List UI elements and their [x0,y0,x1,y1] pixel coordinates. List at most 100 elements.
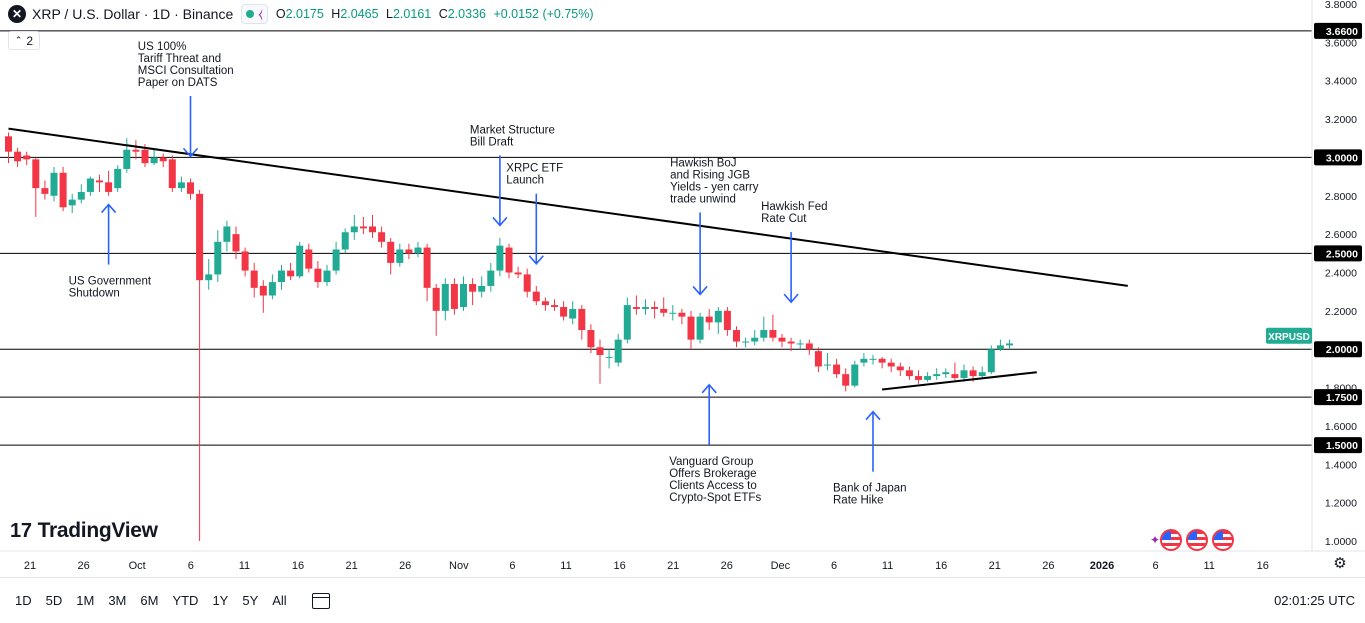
annotation-label: Bank of Japan [833,483,907,495]
us-flag-icon[interactable] [1186,529,1209,551]
candle-body [796,343,804,345]
candle-body [196,193,204,281]
range-5y-button[interactable]: 5Y [242,593,259,608]
time-tick-label: 26 [1042,560,1054,572]
range-5d-button[interactable]: 5D [45,593,63,608]
annotation-arrow-head [528,255,544,265]
time-tick-label: 16 [1257,560,1269,572]
candle-body [924,376,932,380]
candle-body [805,343,813,350]
candle-body [405,249,413,254]
header-icon-group[interactable]: ⧼ [241,4,268,24]
range-1d-button[interactable]: 1D [15,593,32,608]
range-ytd-button[interactable]: YTD [172,593,199,608]
range-3m-button[interactable]: 3M [108,593,127,608]
time-tick-label: 26 [721,560,733,572]
us-flag-icon[interactable] [1160,529,1183,551]
us-flag-icon[interactable] [1212,529,1235,551]
open-value: 2.0175 [285,7,324,21]
annotation-label: Hawkish Fed [761,201,827,213]
price-axis[interactable]: 3.8000 3.6000 3.4000 3.2000 3.0000 2.8000 2.60… [1266,0,1362,551]
level-price-tag [1314,341,1362,358]
candle-body [769,330,777,338]
candle-body [714,310,722,323]
candle-body [1006,343,1013,346]
candle-body [887,362,895,367]
candle-body [933,374,941,377]
price-tick-label: 1.6000 [1325,421,1357,433]
range-1y-button[interactable]: 1Y [212,593,229,608]
economic-events-flags[interactable]: ✦ [1150,529,1235,551]
share-icon[interactable]: ⧼ [258,6,263,21]
price-tick-label: 2.2000 [1325,306,1357,318]
annotation-label: Vanguard Group [669,456,753,468]
annotation-label: Shutdown [69,288,120,300]
range-1m-button[interactable]: 1M [76,593,95,608]
candle-body [814,351,822,367]
annotation-label: Clients Access to [669,480,757,492]
time-tick-label: 26 [77,560,89,572]
candle-body [951,374,959,378]
candle-body [232,234,240,252]
level-price-tag [1314,22,1362,39]
candle-body [842,374,850,386]
time-tick-label: 16 [935,560,947,572]
candle-body [77,191,85,200]
candle-body [496,245,504,271]
annotation-label: and Rising JGB [670,169,750,181]
candle-body [514,272,522,275]
price-tick-label: 1.2000 [1325,498,1357,510]
candle-body [960,370,968,378]
candle-body [915,376,922,380]
annotation-label: Paper on DATS [138,77,218,89]
candles [5,132,1013,541]
price-tick-label: 1.4000 [1325,459,1357,471]
candle-body [896,366,904,371]
symbol-title[interactable]: XRP / U.S. Dollar · 1D · Binance [32,6,234,22]
candle-body [905,370,913,377]
candle-body [632,307,640,309]
candle-body [123,149,131,169]
indicators-collapse-button[interactable]: ⌃ 2 [8,31,40,50]
annotation-label: Offers Brokerage [669,468,756,480]
candle-body [314,268,322,283]
annotation-label: US Government [69,276,152,288]
candle-body [50,172,58,196]
symbol-price-tag-label: XRPUSD [1268,332,1310,343]
candle-body [150,157,158,164]
candle-body [350,226,358,233]
candle-body [68,199,76,206]
tradingview-logo[interactable]: 17 TradingView [10,519,158,543]
utc-clock[interactable]: 02:01:25 UTC [1274,593,1355,608]
candle-body [851,364,859,386]
candle-body [651,307,659,309]
level-price-tag-label: 2.5000 [1326,248,1358,260]
candle-body [705,316,713,323]
candle-body [687,316,695,340]
annotation-label: Hawkish BoJ [670,157,736,169]
candle-body [287,270,295,277]
candle-body [860,358,868,363]
time-tick-label: 11 [560,560,571,572]
candle-body [177,182,185,189]
time-tick-label: 2026 [1090,560,1114,572]
calendar-icon[interactable] [311,592,330,609]
range-6m-button[interactable]: 6M [140,593,159,608]
candle-body [450,284,458,309]
tradingview-wordmark: TradingView [37,519,158,542]
time-tick-label: 11 [239,560,250,572]
candle-body [978,372,986,377]
candle-body [332,249,340,271]
gear-icon[interactable]: ⚙ [1333,555,1347,572]
range-all-button[interactable]: All [272,593,287,608]
candle-body [378,232,386,242]
low-label: L [386,7,393,21]
time-axis[interactable]: 21 26 Oct 6 11 16 21 26 Nov 6 11 16 21 26 Dec 6 11 16 21 26… [0,550,1365,572]
level-price-tag-label: 1.5000 [1326,440,1358,452]
annotation-label: Rate Hike [833,495,884,507]
candle-body [532,291,540,302]
low-value: 2.0161 [392,7,432,21]
annotation-label: Launch [506,175,544,187]
